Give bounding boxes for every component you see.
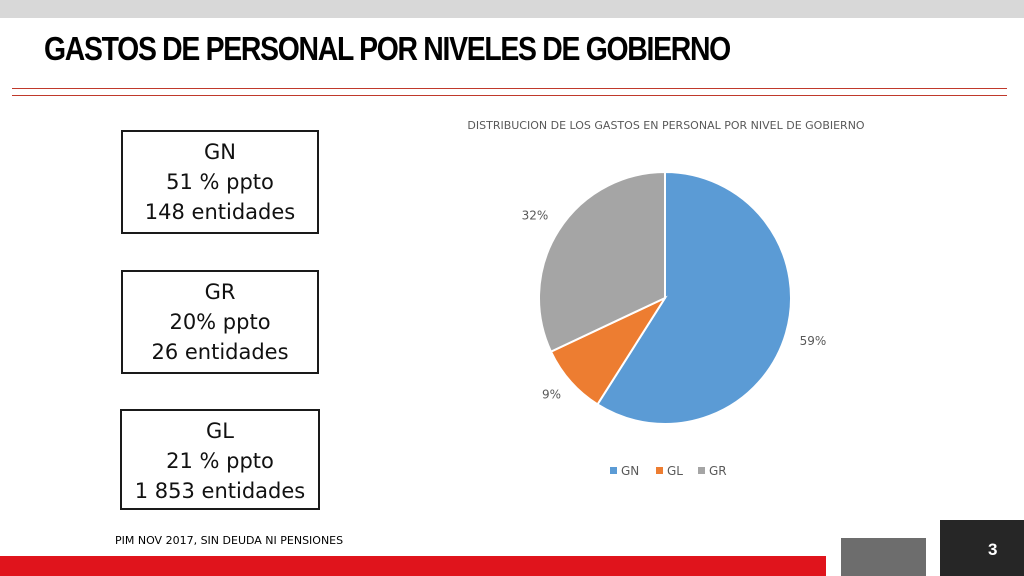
pie-label-gr: 32% [522,209,549,223]
box-gr-budget: 20% ppto [169,310,271,334]
legend-swatch-gl [656,467,663,474]
slide-title: GASTOS DE PERSONAL POR NIVELES DE GOBIER… [44,30,731,67]
legend-label-gl: GL [667,464,683,478]
pie-slice-gr [538,170,666,353]
footnote: PIM NOV 2017, SIN DEUDA NI PENSIONES [115,534,344,547]
box-gl-entities: 1 853 entidades [134,479,306,503]
box-gn-level: GN [204,140,236,164]
box-gl-budget: 21 % ppto [166,449,274,473]
info-box-gn: GN 51 % ppto 148 entidades [121,130,319,234]
box-gl-level: GL [206,419,234,443]
pie-chart: 59% 9% 32% GN GL GR [522,170,827,478]
box-gr-level: GR [204,280,236,304]
legend-swatch-gn [610,467,617,474]
pie-label-gn: 59% [800,334,827,348]
pie-slice-gn [596,170,792,425]
legend-swatch-gr [698,467,705,474]
bottom-red-bar [0,556,826,576]
page-number-box: 3 [940,520,1024,576]
page-number: 3 [988,540,998,559]
chart-title: DISTRIBUCION DE LOS GASTOS EN PERSONAL P… [467,119,865,132]
title-rule-top [12,88,1007,89]
box-gn-budget: 51 % ppto [166,170,274,194]
top-bar [0,0,1024,18]
pie-label-gl: 9% [542,388,561,402]
box-gr-entities: 26 entidades [151,340,289,364]
bottom-gray-block [841,538,926,576]
legend-label-gn: GN [621,464,639,478]
info-box-gr: GR 20% ppto 26 entidades [121,270,319,374]
box-gn-entities: 148 entidades [144,200,296,224]
info-box-gl: GL 21 % ppto 1 853 entidades [120,409,320,510]
title-rule-bottom [12,95,1007,96]
legend-label-gr: GR [709,464,727,478]
